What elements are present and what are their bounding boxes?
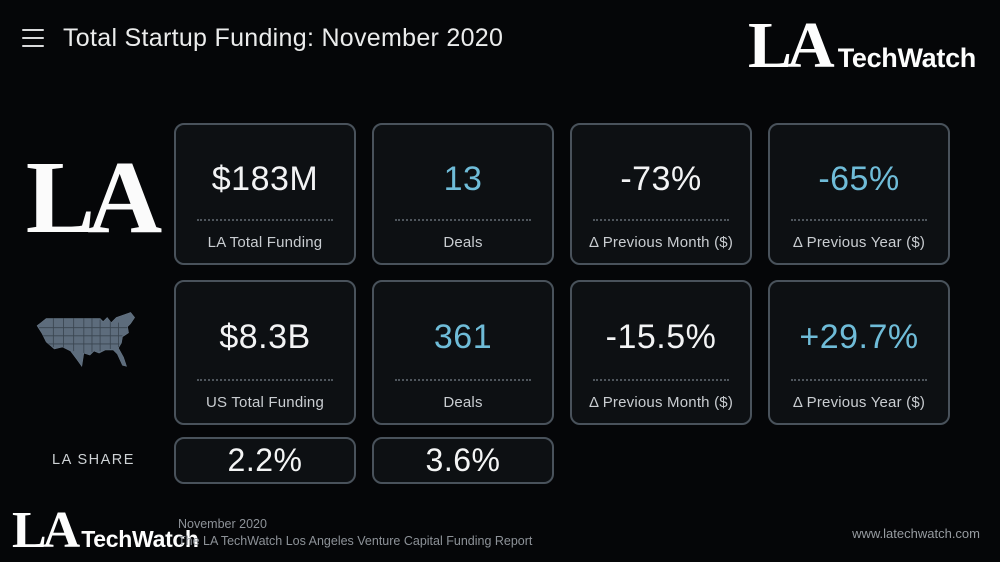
kpi-label: Δ Previous Year ($)	[792, 233, 926, 251]
footer-report-info: November 2020 The LA TechWatch Los Angel…	[178, 516, 532, 550]
kpi-value: -73%	[620, 159, 702, 198]
kpi-label: Deals	[443, 233, 483, 251]
kpi-value: $183M	[211, 159, 319, 198]
techwatch-logo-text: TechWatch	[81, 526, 199, 552]
kpi-value: +29.7%	[799, 318, 919, 356]
dotted-divider	[593, 379, 729, 381]
footer-report-title: The LA TechWatch Los Angeles Venture Cap…	[178, 534, 533, 548]
card-us-deals: 361 Deals	[372, 280, 554, 425]
dotted-divider	[791, 219, 927, 221]
footer-website: www.latechwatch.com	[852, 526, 980, 541]
kpi-value: 361	[433, 318, 493, 356]
techwatch-logo-text: TechWatch	[837, 43, 977, 73]
footer-month: November 2020	[178, 517, 267, 531]
share-deals-card: 3.6%	[372, 437, 554, 484]
card-la-delta-year: -65% Δ Previous Year ($)	[768, 123, 950, 265]
card-la-delta-month: -73% Δ Previous Month ($)	[570, 123, 752, 265]
hamburger-menu-icon[interactable]	[22, 29, 44, 49]
latechwatch-logo: LA TechWatch	[748, 9, 977, 82]
dotted-divider	[197, 219, 333, 221]
la-logo-text: LA	[748, 9, 835, 82]
dotted-divider	[593, 219, 729, 221]
kpi-grid: $183M LA Total Funding 13 Deals -73% Δ P…	[174, 123, 950, 425]
dotted-divider	[395, 219, 531, 221]
footer-latechwatch-logo: LA TechWatch	[12, 502, 199, 559]
kpi-label: Δ Previous Year ($)	[792, 393, 926, 411]
card-la-total-funding: $183M LA Total Funding	[174, 123, 356, 265]
kpi-value: 13	[443, 159, 483, 198]
dotted-divider	[791, 379, 927, 381]
card-us-delta-month: -15.5% Δ Previous Month ($)	[570, 280, 752, 425]
page-title: Total Startup Funding: November 2020	[63, 24, 504, 52]
kpi-label: Deals	[443, 393, 483, 411]
kpi-label: Δ Previous Month ($)	[588, 393, 734, 411]
kpi-label: US Total Funding	[206, 393, 324, 411]
la-share-label: LA SHARE	[52, 452, 135, 468]
kpi-label: Δ Previous Month ($)	[588, 233, 734, 251]
la-logo-text: LA	[12, 502, 80, 559]
us-map-icon	[33, 305, 155, 389]
dotted-divider	[197, 379, 333, 381]
card-us-delta-year: +29.7% Δ Previous Year ($)	[768, 280, 950, 425]
kpi-value: $8.3B	[219, 318, 311, 356]
kpi-value: -65%	[818, 159, 900, 198]
share-funding-card: 2.2%	[174, 437, 356, 484]
card-us-total-funding: $8.3B US Total Funding	[174, 280, 356, 425]
kpi-value: -15.5%	[605, 318, 717, 356]
card-la-deals: 13 Deals	[372, 123, 554, 265]
top-bar: Total Startup Funding: November 2020 LA …	[0, 0, 1000, 88]
kpi-label: LA Total Funding	[207, 233, 323, 251]
la-serif-logo: LA	[25, 140, 162, 256]
dotted-divider	[395, 379, 531, 381]
la-share-row: 2.2% 3.6%	[174, 437, 554, 484]
